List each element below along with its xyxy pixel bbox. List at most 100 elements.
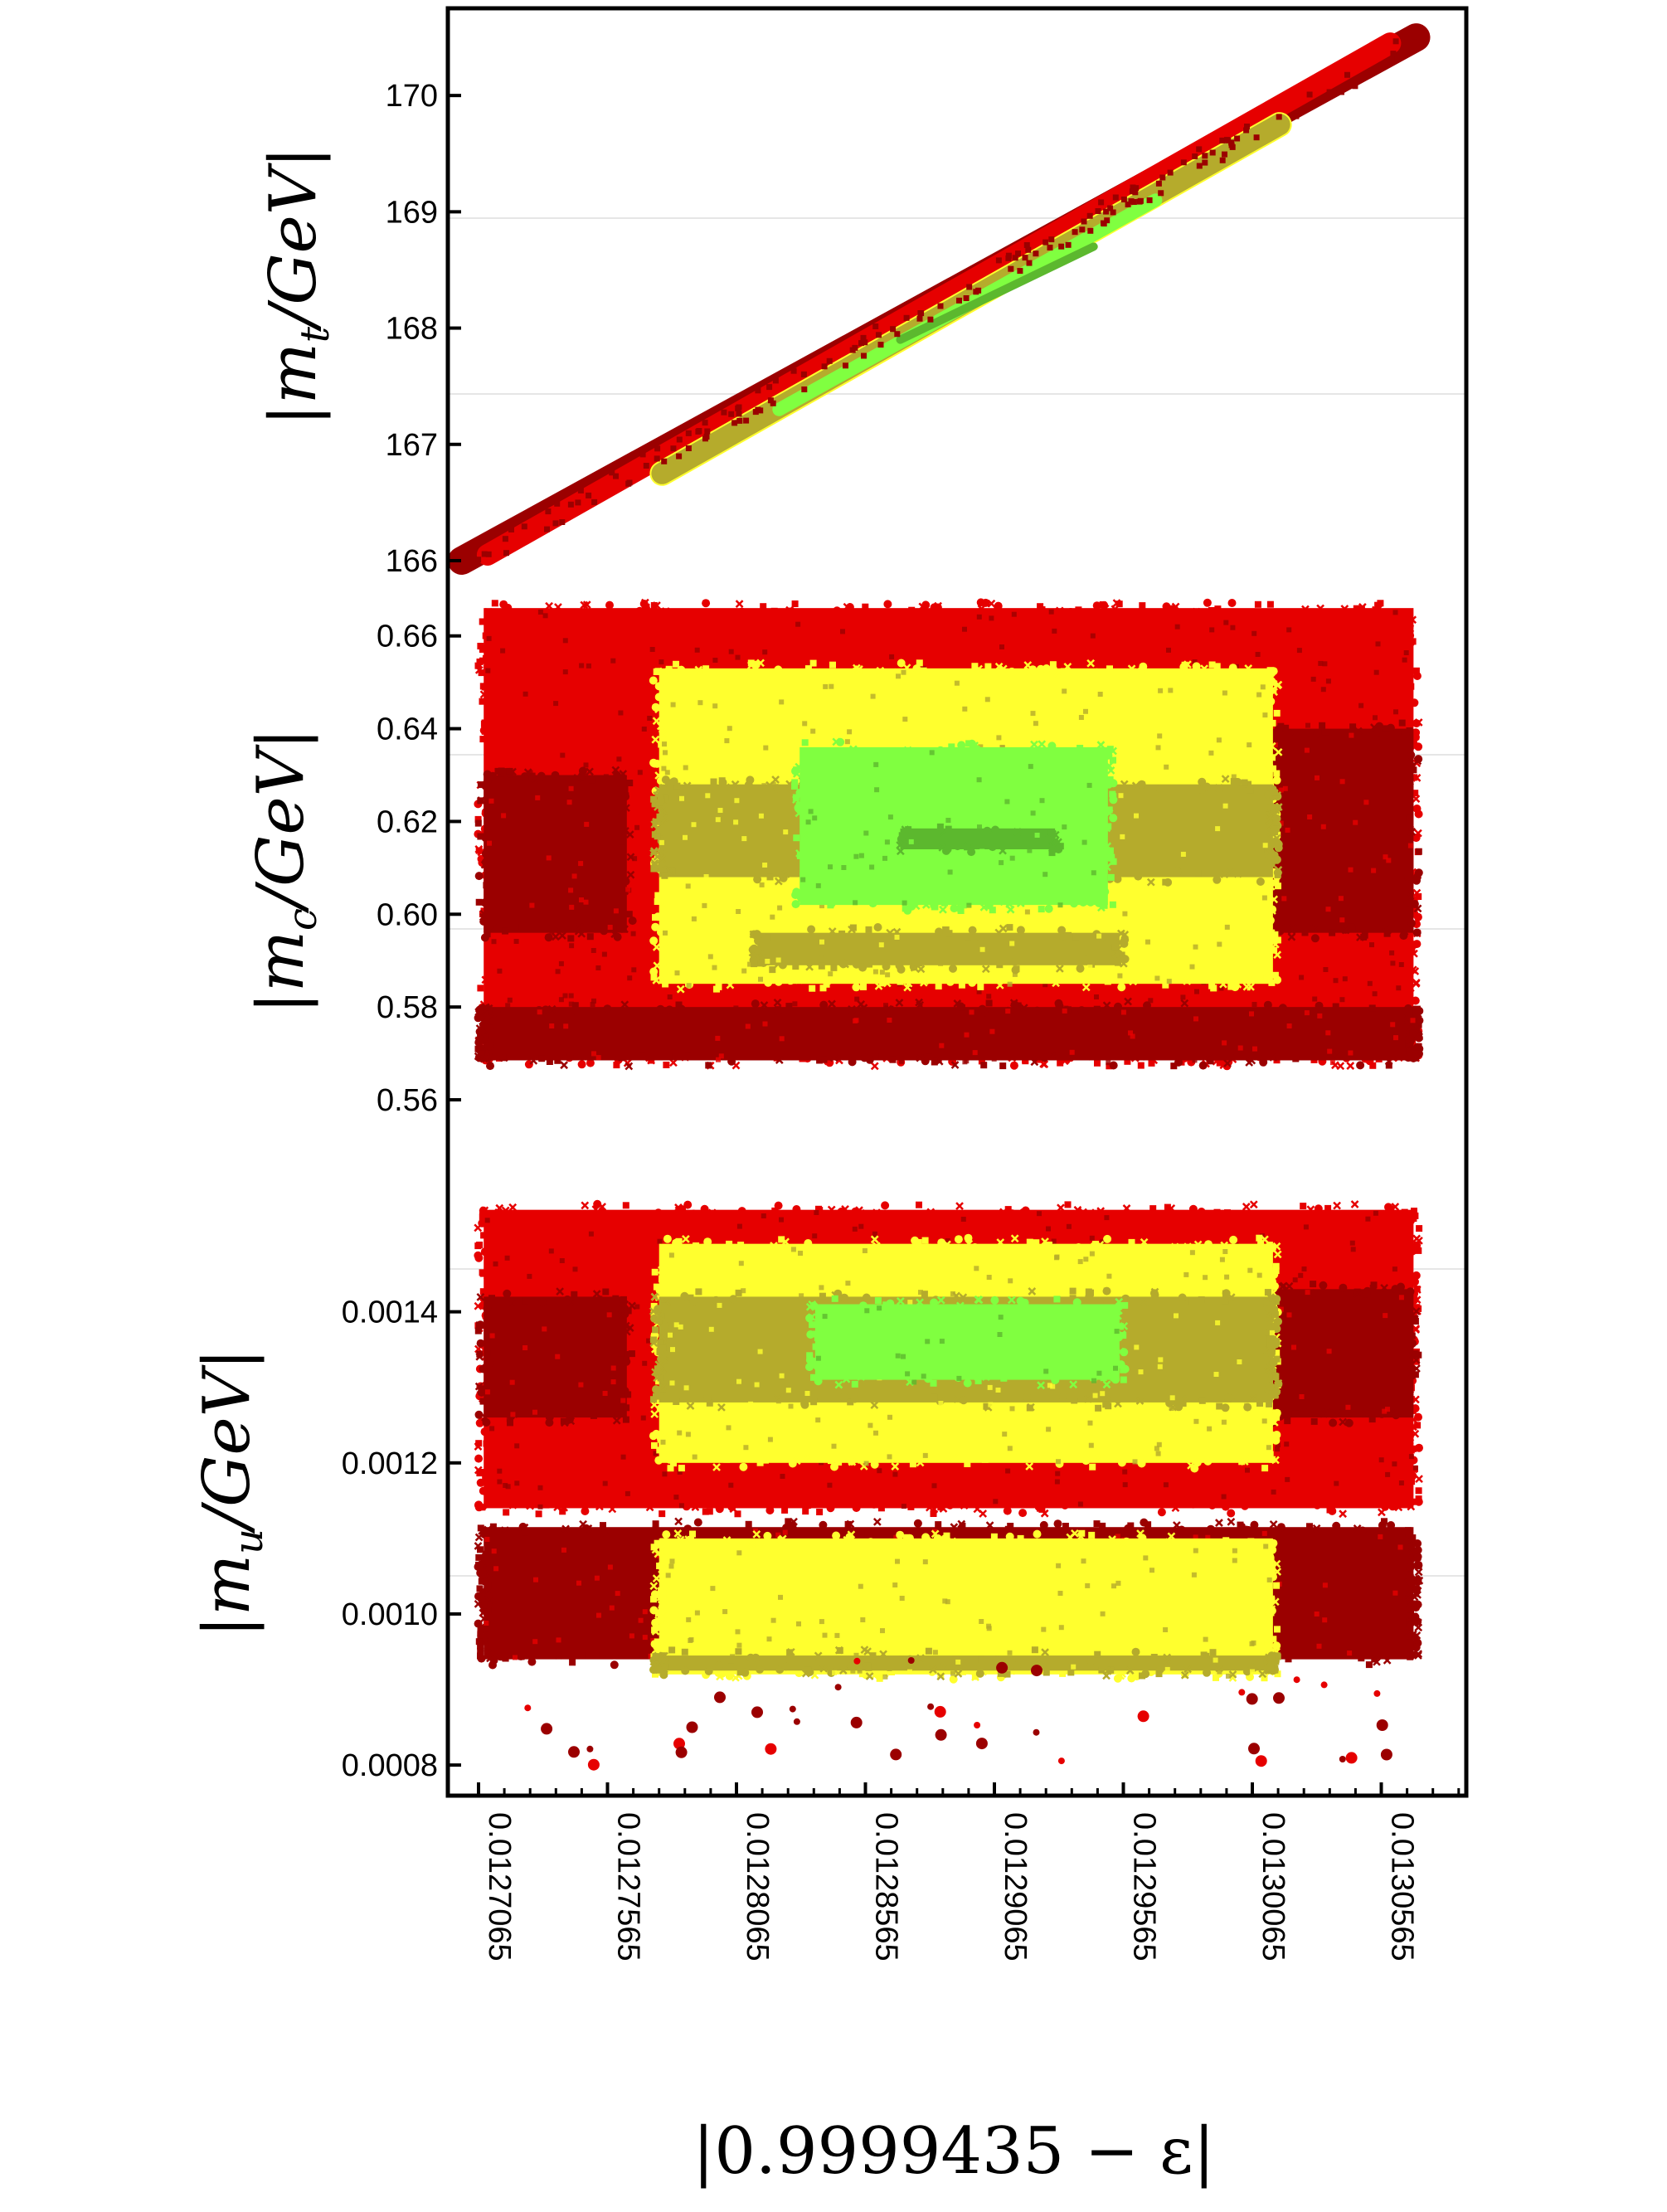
scatter-point (1349, 1240, 1355, 1246)
scatter-point (1392, 1266, 1397, 1272)
scatter-point (788, 1403, 794, 1409)
scatter-point (853, 1018, 859, 1023)
scatter-point (508, 1211, 517, 1220)
scatter-point (1247, 975, 1256, 984)
scatter-point (664, 770, 670, 775)
scatter-point (1106, 847, 1114, 854)
scatter-point (1412, 1355, 1421, 1364)
scatter-point (654, 1360, 663, 1369)
scatter-point (1261, 609, 1270, 618)
scatter-point (1005, 900, 1014, 908)
scatter-point (1269, 1330, 1275, 1335)
scatter-point (693, 1518, 702, 1527)
scatter-point (521, 523, 527, 530)
scatter-point (1193, 1458, 1202, 1467)
scatter-point (1376, 1719, 1388, 1731)
scatter-point (1264, 1271, 1273, 1280)
scatter-point (1107, 873, 1115, 881)
scatter-point (1413, 1286, 1421, 1293)
scatter-point (876, 666, 885, 675)
scatter-point (918, 602, 927, 611)
scatter-point (712, 1296, 721, 1305)
scatter-point (989, 907, 996, 914)
scatter-point (934, 1705, 946, 1718)
scatter-point (1226, 868, 1234, 877)
scatter-point (1310, 934, 1320, 943)
scatter-point (1354, 1288, 1361, 1296)
scatter-point (787, 607, 795, 615)
scatter-point (1412, 1371, 1419, 1378)
scatter-point (1406, 1227, 1413, 1234)
scatter-point (834, 1632, 840, 1638)
scatter-point (767, 397, 774, 404)
scatter-point (1209, 1649, 1217, 1656)
scatter-point (620, 1000, 629, 1009)
scatter-point (812, 1233, 818, 1239)
scatter-point (474, 1500, 484, 1510)
scatter-point (909, 1461, 916, 1468)
scatter-point (1270, 1636, 1277, 1643)
scatter-point (1372, 991, 1378, 997)
scatter-point (686, 1721, 698, 1733)
scatter-point (667, 994, 673, 999)
scatter-point (1193, 1548, 1198, 1553)
scatter-point (532, 1409, 537, 1415)
scatter-point (1106, 1060, 1111, 1066)
scatter-point (516, 1210, 524, 1218)
scatter-point (1412, 1358, 1420, 1365)
scatter-point (976, 614, 982, 620)
scatter-point (1162, 602, 1171, 611)
scatter-point (1005, 1532, 1014, 1541)
scatter-point (1387, 1521, 1396, 1529)
scatter-point (926, 1053, 933, 1061)
scatter-point (1271, 936, 1278, 943)
scatter-point (936, 746, 945, 755)
scatter-point (935, 1728, 947, 1741)
scatter-point (865, 926, 872, 933)
scatter-point (833, 606, 842, 615)
scatter-point (553, 701, 559, 707)
scatter-point (847, 1662, 856, 1671)
scatter-point (1074, 1243, 1083, 1252)
scatter-point (1334, 1051, 1343, 1059)
scatter-point (767, 1437, 773, 1442)
scatter-point (937, 1504, 945, 1511)
scatter-point (1132, 189, 1139, 196)
scatter-point (1110, 858, 1117, 865)
scatter-point (966, 902, 972, 908)
scatter-point (477, 833, 484, 840)
scatter-point (1138, 1369, 1144, 1375)
scatter-point (962, 706, 968, 712)
scatter-point (1370, 1655, 1378, 1664)
scatter-point (500, 648, 506, 654)
scatter-point (772, 377, 779, 384)
scatter-point (1042, 872, 1048, 878)
scatter-point (661, 607, 670, 615)
scatter-point (916, 315, 923, 322)
scatter-point (675, 1746, 688, 1758)
scatter-point (1273, 1582, 1281, 1589)
scatter-point (501, 813, 507, 819)
scatter-point (1412, 928, 1422, 937)
scatter-point (793, 834, 800, 842)
scatter-point (847, 1398, 854, 1406)
scatter-point (1169, 1395, 1175, 1401)
scatter-point (872, 1208, 881, 1217)
scatter-point (1166, 979, 1172, 984)
scatter-point (475, 1638, 483, 1646)
scatter-point (953, 842, 962, 851)
scatter-point (1385, 1407, 1390, 1412)
scatter-point (1005, 252, 1012, 259)
scatter-point (1069, 1287, 1077, 1295)
scatter-point (953, 1394, 962, 1403)
scatter-point (1180, 999, 1189, 1008)
scatter-point (685, 445, 692, 451)
scatter-point (795, 762, 804, 771)
scatter-point (987, 1384, 993, 1390)
scatter-point (482, 1054, 491, 1063)
scatter-point (1023, 1393, 1032, 1402)
scatter-point (843, 362, 848, 369)
scatter-point (1220, 870, 1229, 878)
scatter-point (1274, 803, 1283, 811)
scatter-point (1072, 1500, 1079, 1507)
